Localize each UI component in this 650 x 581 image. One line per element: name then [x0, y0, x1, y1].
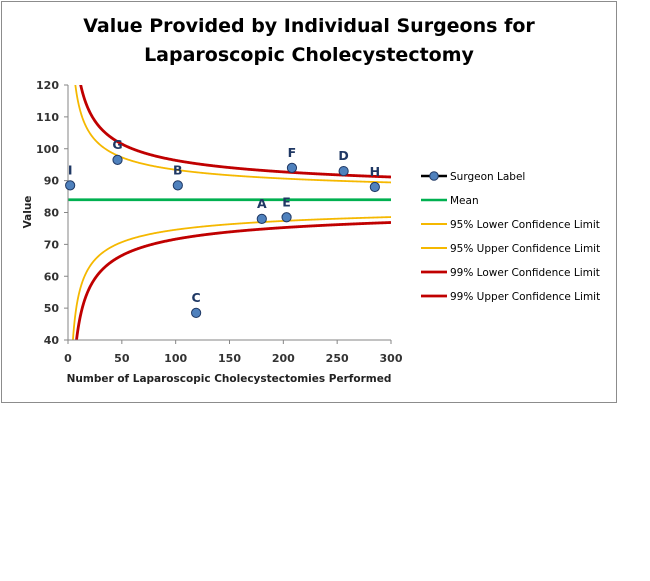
x-tick-label: 100 [164, 352, 187, 365]
x-tick-label: 50 [114, 352, 130, 365]
y-tick-label: 100 [36, 143, 59, 156]
chart-frame [1, 1, 617, 403]
surgeon-label: D [338, 148, 348, 163]
surgeon-point [338, 165, 349, 177]
surgeon-point [112, 154, 123, 166]
surgeon-label: I [68, 162, 73, 177]
ci99-upper-line [79, 85, 391, 179]
surgeon-point [65, 180, 76, 191]
ci95-upper-line [74, 85, 391, 184]
surgeon-label: F [288, 145, 297, 160]
legend-label: 95% Upper Confidence Limit [450, 243, 600, 255]
ci95-lower-line [72, 216, 391, 340]
y-tick-label: 110 [36, 111, 59, 124]
y-tick-label: 70 [44, 238, 60, 251]
surgeon-label: A [257, 196, 267, 211]
surgeon-point [369, 181, 380, 193]
legend-label: 99% Upper Confidence Limit [450, 291, 600, 303]
surgeon-label: C [192, 290, 201, 305]
legend-marker [429, 171, 439, 181]
y-tick-label: 50 [44, 302, 60, 315]
y-tick-label: 40 [44, 334, 60, 347]
y-tick-label: 120 [36, 79, 59, 92]
x-tick-label: 250 [326, 352, 349, 365]
surgeon-label: H [370, 164, 380, 179]
surgeon-label: E [282, 194, 291, 209]
x-axis-label: Number of Laparoscopic Cholecystectomies… [67, 373, 392, 385]
chart-title-line: Value Provided by Individual Surgeons fo… [83, 15, 535, 37]
y-tick-label: 90 [44, 175, 60, 188]
chart-title-line: Laparoscopic Cholecystectomy [144, 44, 474, 66]
y-axis-label: Value [22, 196, 34, 229]
surgeon-label: G [112, 137, 122, 152]
surgeon-point [286, 162, 298, 173]
surgeon-label: B [173, 162, 183, 177]
surgeon-point [191, 307, 202, 319]
legend-label: Surgeon Label [450, 171, 525, 183]
y-tick-label: 80 [44, 207, 60, 220]
legend-label: Mean [450, 195, 479, 207]
surgeon-point [281, 212, 292, 223]
surgeon-point [172, 180, 183, 191]
x-tick-label: 300 [380, 352, 403, 365]
y-tick-label: 60 [44, 270, 60, 283]
legend-label: 99% Lower Confidence Limit [450, 267, 600, 279]
x-tick-label: 0 [64, 352, 72, 365]
surgeon-point [256, 213, 267, 224]
x-tick-label: 200 [272, 352, 295, 365]
x-tick-label: 150 [218, 352, 241, 365]
legend-label: 95% Lower Confidence Limit [450, 219, 600, 231]
ci99-lower-line [75, 221, 391, 340]
